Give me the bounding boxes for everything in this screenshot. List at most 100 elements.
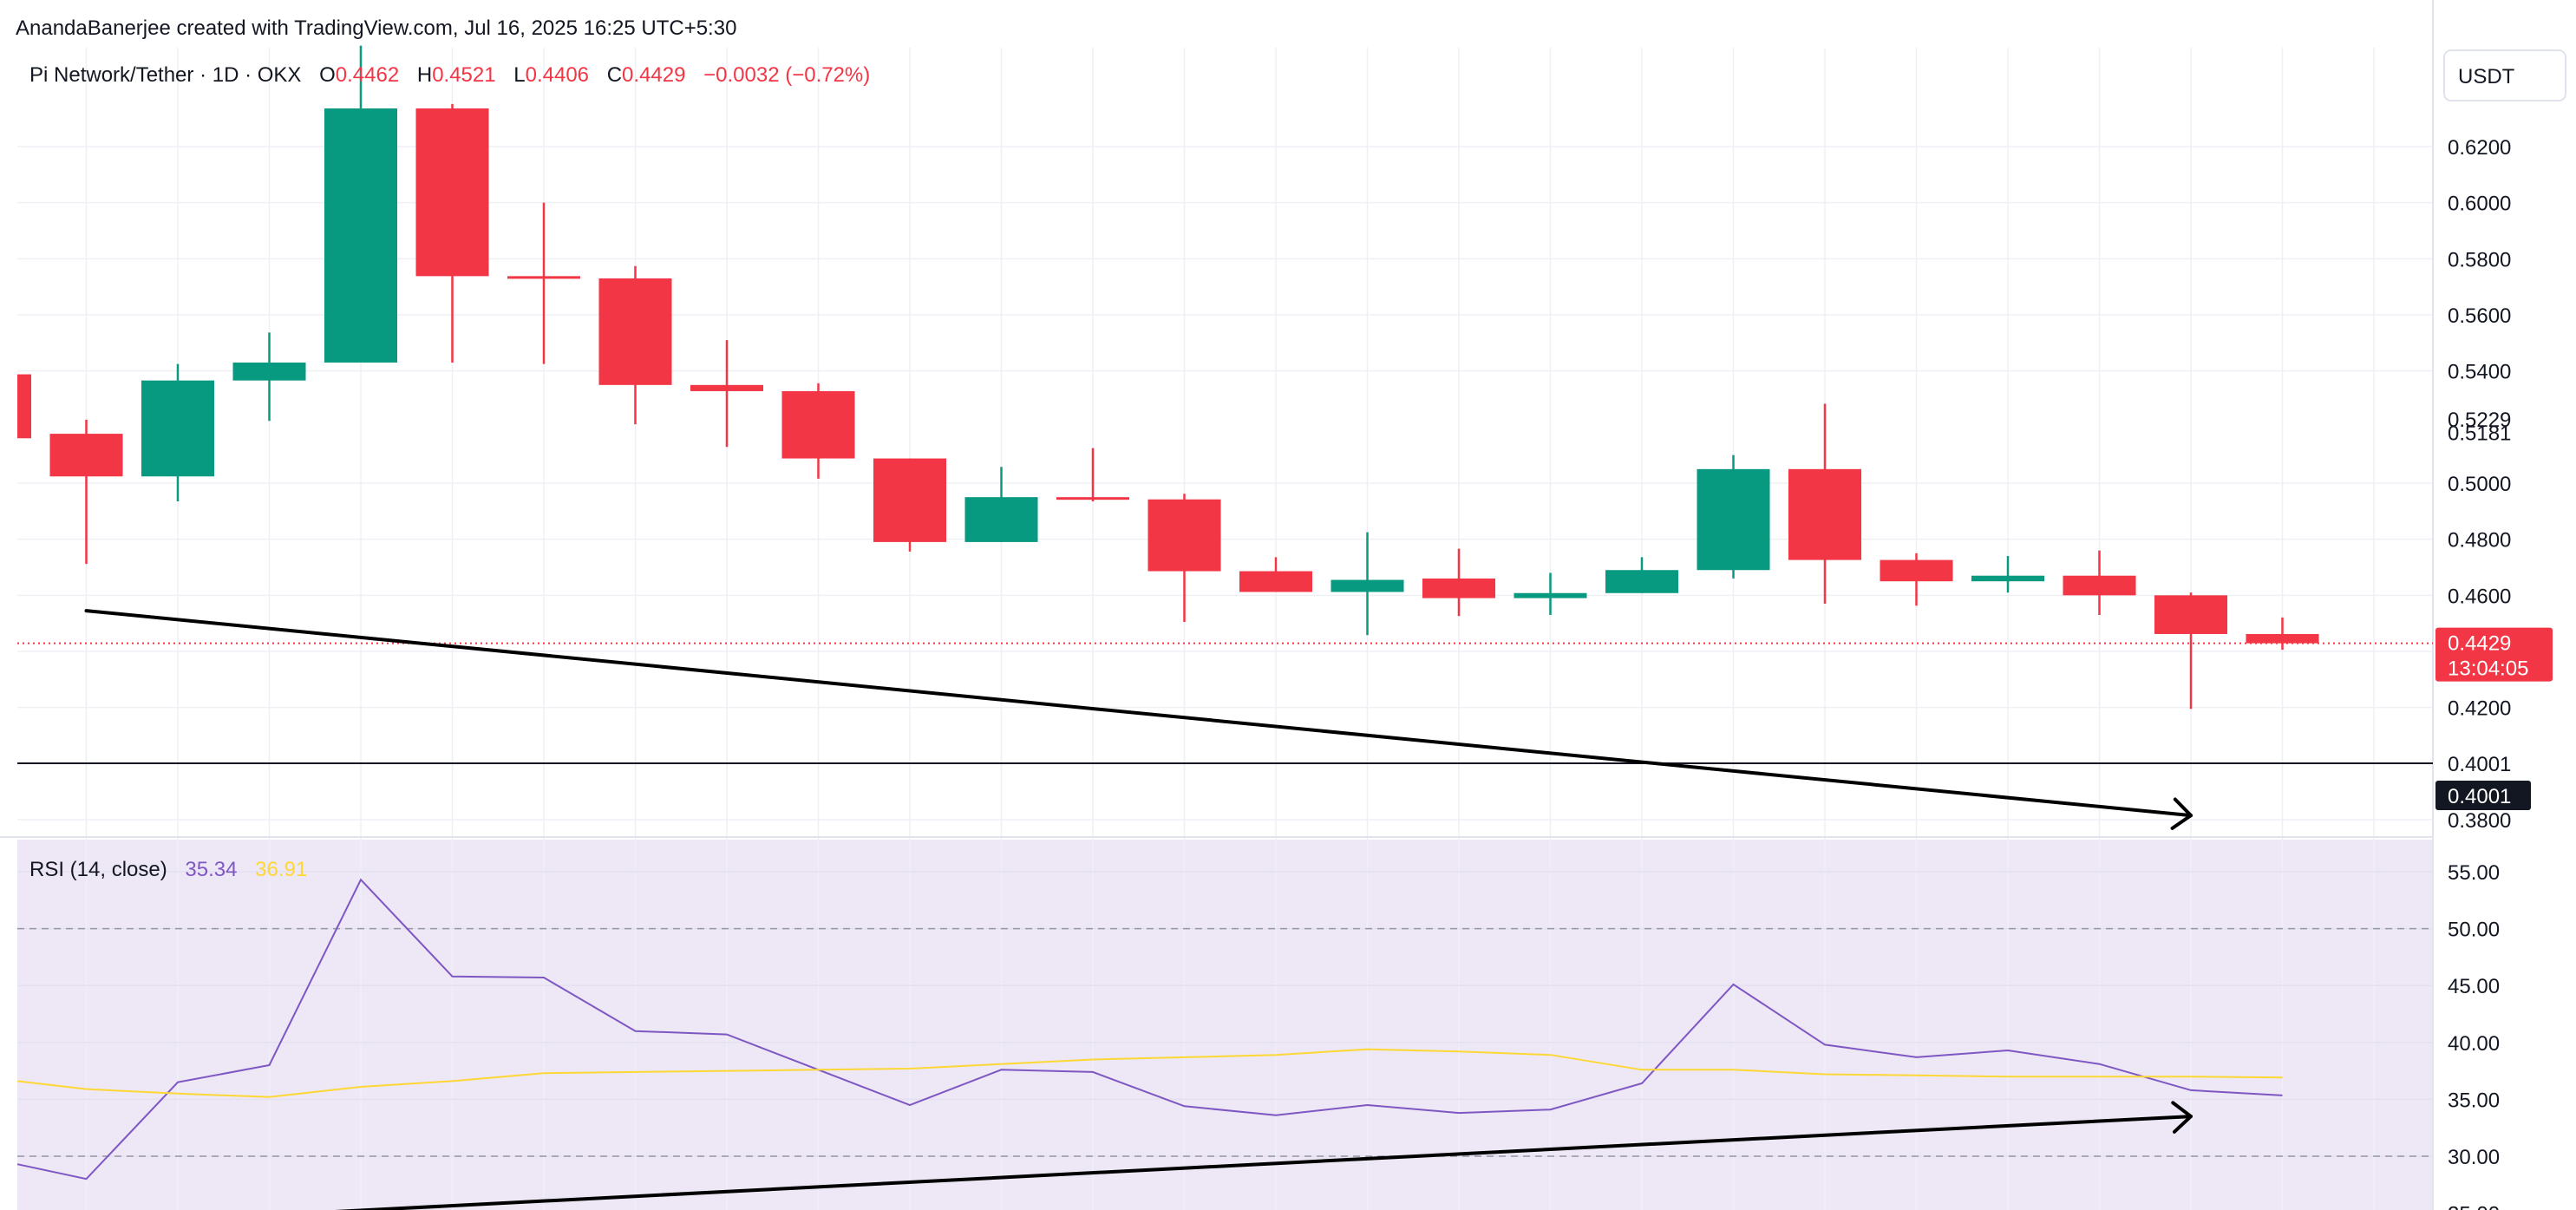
candle-body (324, 108, 397, 363)
price-tick-label: 0.4600 (2448, 585, 2511, 608)
candle-body (1330, 579, 1404, 592)
currency-button-frame[interactable] (2443, 49, 2566, 101)
close-value: 0.4429 (622, 63, 685, 87)
candle[interactable] (1971, 556, 2044, 593)
candle-body (964, 497, 1038, 542)
currency-button[interactable]: USDT (2458, 65, 2515, 88)
close-label: C (607, 63, 622, 87)
candle-body (1605, 570, 1678, 593)
candle[interactable] (232, 332, 306, 422)
candle-body (1147, 499, 1221, 572)
price-tick-label: 0.6000 (2448, 193, 2511, 216)
rsi-tick-label: 50.00 (2448, 919, 2500, 942)
current-price-tag[interactable] (2435, 627, 2553, 682)
rsi-title: RSI (14, close) (29, 858, 167, 881)
level-tag[interactable] (2435, 781, 2531, 811)
candle[interactable] (690, 340, 763, 448)
candle[interactable] (324, 45, 397, 363)
candles[interactable] (0, 45, 2319, 710)
candle[interactable] (507, 202, 580, 364)
candle[interactable] (1056, 448, 1129, 502)
rsi-lines (16, 878, 2283, 1181)
candle[interactable] (1330, 532, 1404, 636)
candle[interactable] (781, 383, 855, 479)
trendlines[interactable] (84, 609, 2193, 1210)
candle-body (141, 380, 214, 477)
price-tick-label: 0.5181 (2448, 422, 2511, 445)
candle[interactable] (2063, 550, 2136, 615)
candle-body (415, 108, 489, 277)
rsi-band (17, 840, 2433, 1210)
price-levels (17, 642, 2433, 765)
candle-body (1422, 578, 1495, 598)
candle-body (1056, 497, 1129, 500)
candle-body (1697, 468, 1770, 571)
candle-body (873, 458, 946, 542)
credit-text: AnandaBanerjee created with TradingView.… (16, 16, 736, 40)
level-tag-label: 0.4001 (2448, 785, 2511, 808)
candle-body (49, 434, 123, 477)
candle[interactable] (1514, 572, 1587, 615)
candle[interactable] (1697, 455, 1770, 579)
price-trendline[interactable] (84, 609, 2193, 818)
rsi-tick-label: 45.00 (2448, 975, 2500, 998)
rsi-value: 35.34 (185, 858, 237, 881)
candle-body (781, 390, 855, 459)
candle[interactable] (1422, 548, 1495, 617)
candle-body (690, 384, 763, 391)
symbol-legend[interactable]: Pi Network/Tether · 1D · OKX O0.4462 H0.… (29, 63, 870, 87)
candle-body (17, 374, 31, 439)
price-trendline-arrowhead (2170, 797, 2193, 830)
open-label: O (319, 63, 336, 87)
symbol-name: Pi Network/Tether · 1D · OKX (29, 63, 301, 87)
candle-body (2154, 595, 2227, 634)
high-value: 0.4521 (432, 63, 495, 87)
candle[interactable] (1605, 557, 1678, 593)
rsi-tick-label: 35.00 (2448, 1089, 2500, 1112)
rsi-tick-label: 40.00 (2448, 1032, 2500, 1056)
rsi-trendline[interactable] (87, 1115, 2193, 1210)
rsi-ma-value: 36.91 (255, 858, 307, 881)
price-tick-label: 0.4800 (2448, 529, 2511, 553)
price-tick-label: 0.5400 (2448, 361, 2511, 384)
rsi-line (16, 878, 2283, 1181)
price-tick-label: 0.4001 (2448, 753, 2511, 776)
high-label: H (417, 63, 432, 87)
candle-body (2063, 575, 2136, 596)
low-value: 0.4406 (526, 63, 589, 87)
price-tick-label: 0.5229 (2448, 409, 2511, 432)
candle[interactable] (1880, 553, 1953, 606)
candle-body (507, 276, 580, 279)
candle[interactable] (415, 103, 489, 363)
rsi-legend[interactable]: RSI (14, close) 35.34 36.91 (29, 858, 307, 881)
candle-body (1880, 559, 1953, 582)
candle[interactable] (1147, 494, 1221, 623)
countdown-label: 13:04:05 (2448, 657, 2528, 681)
candle-body (232, 362, 306, 381)
candle[interactable] (1788, 403, 1861, 605)
candle-body (1788, 468, 1861, 560)
rsi-trendline-arrowhead (2171, 1101, 2193, 1134)
price-tick-label: 0.3800 (2448, 809, 2511, 833)
candle[interactable] (2154, 592, 2227, 710)
low-label: L (513, 63, 525, 87)
current-price-label: 0.4429 (2448, 632, 2511, 656)
candle[interactable] (598, 265, 672, 425)
candle-body (1971, 575, 2044, 582)
candle[interactable] (49, 419, 123, 565)
price-axis[interactable]: 0.6200 0.6000 0.5800 0.5600 0.5400 0.52290.51… (2435, 136, 2553, 1210)
candle-body (2246, 633, 2319, 644)
candle-body (1514, 592, 1587, 598)
candle[interactable] (964, 467, 1038, 542)
candle[interactable] (1239, 557, 1312, 592)
open-value: 0.4462 (336, 63, 399, 87)
candle[interactable] (873, 458, 946, 552)
rsi-tick-label: 30.00 (2448, 1146, 2500, 1169)
candle[interactable] (0, 371, 31, 439)
candle[interactable] (2246, 617, 2319, 651)
candle[interactable] (141, 363, 214, 502)
candle-body (598, 278, 672, 385)
price-tick-label: 0.6200 (2448, 136, 2511, 160)
price-tick-label: 0.5000 (2448, 473, 2511, 496)
